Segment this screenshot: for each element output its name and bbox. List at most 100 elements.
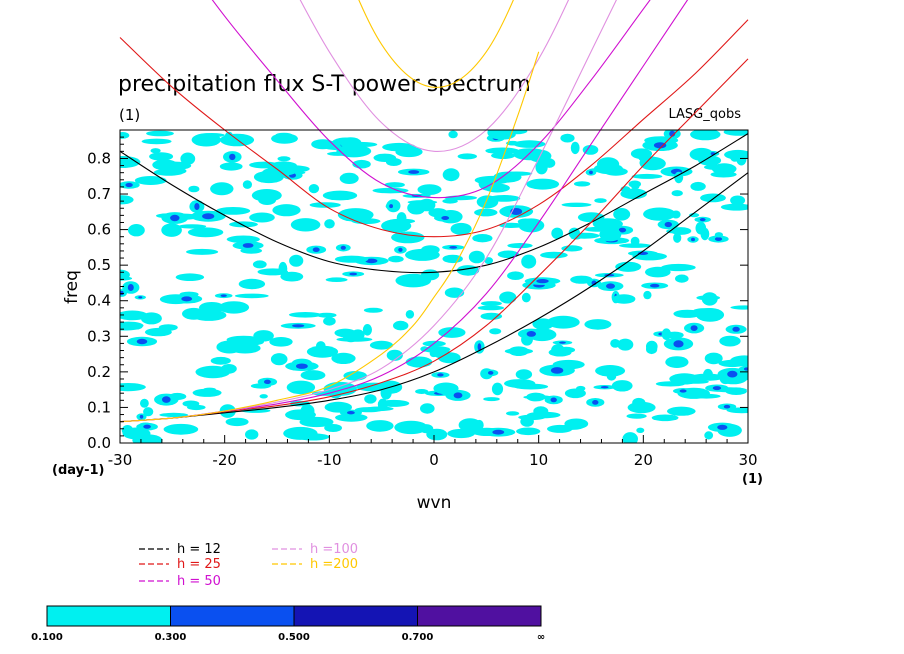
contour-blob (395, 146, 423, 158)
contour-blob-core (492, 429, 505, 435)
contour-blob (331, 352, 356, 364)
contour-blob (506, 140, 520, 146)
contour-blob (673, 309, 702, 318)
contour-blob (178, 224, 207, 229)
contour-blob (489, 328, 502, 335)
contour-blob-core (714, 237, 723, 241)
contour-blob (186, 248, 219, 255)
contour-blob (394, 420, 428, 435)
contour-blob (253, 330, 274, 342)
contour-blob (252, 260, 267, 269)
contour-blob (570, 275, 593, 284)
contour-blob (216, 207, 251, 215)
contour-blob (180, 152, 196, 165)
contour-blob (701, 292, 718, 306)
contour-blob (508, 346, 529, 357)
contour-blob-core (653, 142, 667, 149)
contour-blob (120, 383, 146, 392)
contour-blob (729, 355, 748, 367)
y-axis-label: freq (62, 270, 82, 304)
contour-blob (384, 182, 405, 188)
contour-blob-core (732, 326, 740, 332)
y-tick-label: 0.8 (87, 149, 111, 167)
contour-blob-core (194, 203, 200, 210)
contour-blob (480, 312, 503, 320)
contour-blob (442, 198, 458, 204)
contour-blob (149, 152, 174, 161)
contour-blob (620, 188, 647, 200)
contour-blob (238, 278, 266, 290)
contour-blob-core (699, 218, 706, 222)
contour-blob (336, 337, 373, 342)
contour-blob-core (347, 411, 355, 415)
legend-label: h = 50 (177, 574, 221, 589)
contour-blob-core (488, 371, 494, 375)
contour-blob (158, 324, 178, 331)
contour-blob-core (592, 400, 599, 405)
contour-blob (432, 346, 450, 359)
contour-blob (182, 400, 200, 407)
contour-blob (278, 261, 288, 276)
contour-blob-core (242, 243, 254, 248)
contour-blob-core (340, 245, 346, 250)
contour-blob-core (389, 204, 393, 209)
y-tick-label: 0.0 (87, 434, 111, 452)
contour-blob (324, 424, 342, 432)
colorbar-swatch (46, 605, 171, 627)
contour-blob (599, 227, 622, 242)
contour-blob-core (712, 386, 722, 391)
contour-blob (316, 312, 337, 318)
contour-blob (188, 185, 200, 193)
contour-blob (561, 202, 592, 207)
contour-blob (296, 433, 330, 441)
contour-blob (141, 138, 172, 145)
contour-blob (245, 429, 259, 440)
contour-blob (444, 287, 465, 298)
contour-blob (476, 195, 499, 209)
contour-blob (229, 221, 258, 228)
contour-blob (615, 261, 642, 272)
contour-blob (324, 219, 335, 229)
contour-blob-core (349, 272, 358, 276)
contour-blob (322, 190, 358, 201)
contour-blob-core (408, 170, 420, 174)
contour-blob-core (550, 397, 557, 403)
contour-blob (336, 144, 372, 158)
contour-blob-core (229, 153, 236, 161)
y-tick-label: 0.5 (87, 256, 111, 274)
contour-blob (325, 277, 348, 283)
contour-blob (723, 130, 748, 136)
contour-blob-core (120, 290, 124, 296)
contour-blob (272, 204, 301, 217)
contour-blob (725, 387, 747, 396)
contour-blob (491, 382, 504, 396)
contour-blob (280, 271, 304, 282)
contour-blob (150, 148, 161, 154)
contour-blob (611, 380, 633, 392)
contour-blob (689, 213, 700, 218)
contour-blob (311, 139, 335, 150)
contour-blob (120, 156, 141, 168)
contour-blob (438, 327, 466, 338)
contour-blob (670, 227, 692, 235)
contour-blob (450, 222, 472, 235)
contour-blob (643, 207, 676, 221)
contour-blob-core (449, 246, 458, 249)
contour-blob-core (138, 296, 143, 299)
contour-blob (671, 190, 683, 197)
contour-blob (651, 414, 679, 422)
contour-blob (138, 436, 150, 443)
contour-blob (120, 321, 144, 330)
contour-blob (270, 353, 288, 366)
x-tick-label: -30 (108, 451, 133, 469)
contour-blob (140, 312, 162, 325)
contour-blob (458, 418, 482, 432)
contour-blob (153, 168, 184, 176)
contour-blob (499, 291, 517, 304)
contour-blob (140, 398, 149, 408)
contour-blob-core (589, 170, 593, 175)
contour-blob (277, 156, 291, 162)
contour-blob (505, 411, 520, 416)
contour-blob (520, 416, 534, 427)
contour-blob-core (264, 379, 271, 385)
